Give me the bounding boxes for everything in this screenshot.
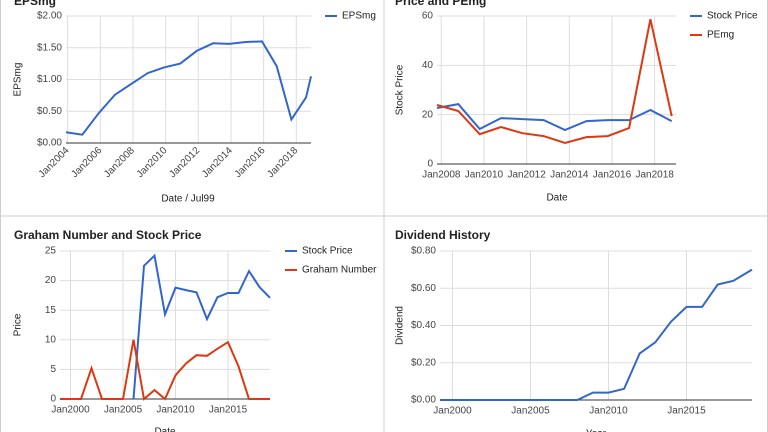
x-axis-title: Date (154, 427, 176, 432)
y-tick-label: 15 (45, 305, 57, 316)
y-tick-label: 10 (45, 334, 57, 345)
x-tick-label: Jan2010 (465, 170, 504, 181)
y-axis-title: EPSmg (13, 63, 24, 97)
x-tick-label: Jan2014 (550, 170, 589, 181)
y-tick-label: 5 (50, 364, 56, 375)
y-tick-label: $0.20 (411, 357, 436, 368)
data-line (65, 40, 312, 136)
y-tick-label: 0 (50, 394, 56, 405)
x-tick-label: Jan2012 (507, 170, 546, 181)
x-tick-label: Jan2014 (200, 145, 235, 180)
x-axis-title: Date (546, 193, 568, 204)
legend-label: EPSmg (342, 11, 376, 22)
x-tick-label: Jan2005 (104, 405, 143, 416)
x-tick-label: Jan2000 (433, 406, 472, 417)
x-tick-label: Jan2016 (593, 170, 632, 181)
y-tick-label: $0.40 (411, 320, 436, 331)
legend-label: Stock Price (707, 11, 758, 22)
x-tick-label: Jan2010 (135, 145, 170, 180)
legend-label: Graham Number (302, 265, 377, 276)
y-axis-title: Price (13, 313, 24, 336)
x-tick-label: Jan2008 (422, 170, 461, 181)
x-tick-label: Jan2010 (589, 406, 628, 417)
chart-title: Graham Number and Stock Price (14, 228, 202, 242)
x-axis-title: Year (586, 429, 607, 432)
y-tick-label: 20 (45, 275, 57, 286)
x-tick-label: Jan2004 (37, 145, 72, 180)
x-axis-title: Date / Jul99 (161, 194, 215, 205)
y-tick-label: 60 (422, 11, 434, 22)
data-line (60, 339, 270, 401)
y-tick-label: $2.00 (37, 11, 62, 22)
chart-title: Dividend History (395, 228, 491, 242)
data-line (440, 268, 753, 401)
data-line (132, 253, 271, 400)
y-tick-label: 40 (422, 60, 434, 71)
y-axis-title: Stock Price (395, 64, 406, 115)
x-tick-label: Jan2008 (102, 145, 137, 180)
data-line (436, 18, 673, 145)
y-tick-label: 20 (422, 109, 434, 120)
x-tick-label: Jan2015 (209, 405, 248, 416)
y-tick-label: $0.60 (411, 283, 436, 294)
legend-label: PEmg (707, 30, 734, 41)
chart-title: EPSmg (14, 0, 56, 8)
y-tick-label: $1.00 (37, 74, 62, 85)
x-tick-label: Jan2015 (667, 406, 706, 417)
y-tick-label: $0.80 (411, 246, 436, 257)
y-tick-label: $0.00 (411, 395, 436, 406)
x-tick-label: Jan2018 (265, 145, 300, 180)
data-line (436, 103, 673, 132)
x-tick-label: Jan2016 (233, 145, 268, 180)
x-tick-label: Jan2010 (156, 405, 195, 416)
x-tick-label: Jan2000 (51, 405, 90, 416)
legend-label: Stock Price (302, 246, 353, 257)
x-tick-label: Jan2012 (167, 145, 202, 180)
y-tick-label: 0 (427, 159, 433, 170)
x-tick-label: Jan2018 (635, 170, 674, 181)
y-tick-label: $0.00 (37, 138, 62, 149)
y-axis-title: Dividend (395, 306, 406, 345)
x-tick-label: Jan2006 (69, 145, 104, 180)
y-tick-label: $1.50 (37, 42, 62, 53)
x-tick-label: Jan2005 (511, 406, 550, 417)
y-tick-label: $0.50 (37, 106, 62, 117)
chart-title: Price and PEmg (395, 0, 486, 8)
y-tick-label: 25 (45, 246, 57, 257)
